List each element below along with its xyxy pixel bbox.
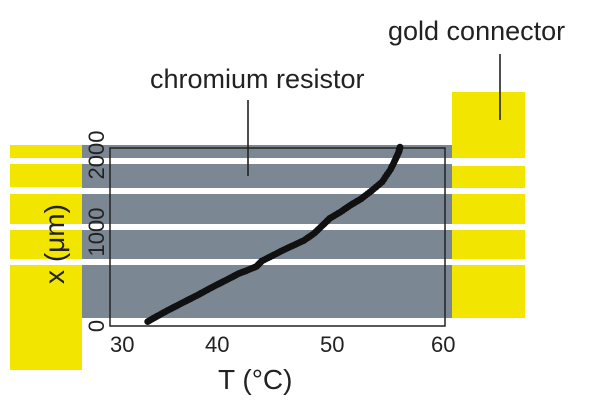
- resistor-stripe: [10, 158, 525, 164]
- resistor-stripe: [10, 224, 525, 230]
- data-point: [396, 143, 404, 151]
- gold-pad-right-top: [452, 92, 525, 160]
- x-tick-50: 50: [320, 332, 344, 357]
- gold-pad-right-bottom: [452, 230, 525, 318]
- gold-pad-left-top: [10, 145, 82, 187]
- chromium-resistor-label: chromium resistor: [150, 64, 365, 94]
- temperature-profile-series: [144, 143, 404, 325]
- y-tick-1000: 1000: [84, 208, 109, 257]
- plot-frame: [109, 147, 446, 327]
- x-tick-30: 30: [110, 332, 134, 357]
- gold-pad-left-bottom: [10, 265, 82, 370]
- y-tick-0: 0: [84, 320, 109, 332]
- resistor-stripe: [10, 259, 525, 265]
- gold-pad-right-middle: [452, 166, 525, 224]
- chromium-resistor-body: [82, 145, 452, 318]
- x-tick-40: 40: [205, 332, 229, 357]
- resistor-stripe: [10, 188, 525, 194]
- gold-connector-label: gold connector: [388, 16, 565, 46]
- y-axis-title: x (μm): [39, 204, 70, 284]
- x-axis-title: T (°C): [218, 364, 292, 395]
- y-tick-2000: 2000: [84, 131, 109, 180]
- x-tick-60: 60: [431, 332, 455, 357]
